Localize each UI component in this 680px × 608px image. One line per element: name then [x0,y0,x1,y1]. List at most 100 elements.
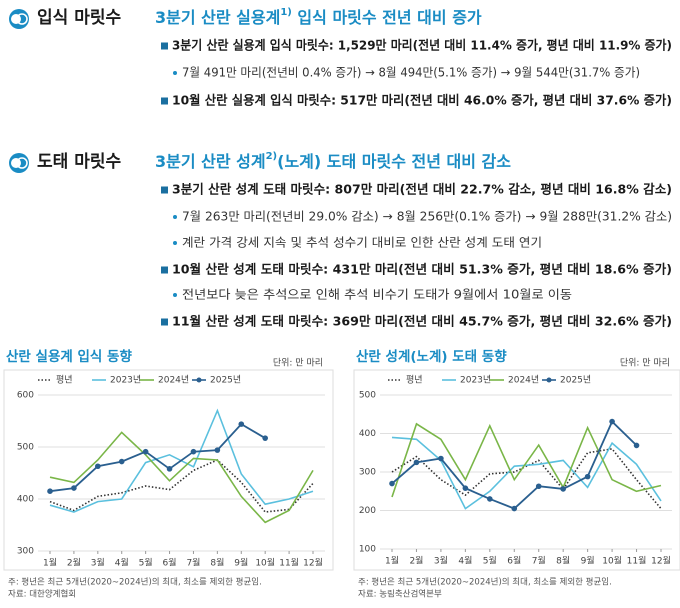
chart-title: 산란 실용계 입식 동향 [6,348,132,365]
legend-label: 2023년 [110,375,141,386]
x-tick-label: 4월 [458,555,472,567]
x-tick-label: 11월 [627,555,647,567]
sub-bullet-text: 계란 가격 강세 지속 및 추석 성수기 대비로 인한 산란 성계 도태 연기 [182,236,542,250]
x-tick-label: 3월 [91,557,105,569]
data-point [118,458,125,465]
y-tick-label: 100 [359,545,376,555]
data-point [413,459,420,466]
bullet-square [161,318,168,326]
x-tick-label: 2월 [67,557,81,569]
section-title: 3분기 산란 실용계1) 입식 마릿수 전년 대비 증가 [155,7,482,27]
x-tick-label: 5월 [139,557,153,569]
y-tick-label: 500 [17,443,34,453]
data-point [142,448,149,455]
series-line [391,422,662,498]
section-label: 입식 마릿수 [37,8,121,28]
data-point [487,496,493,502]
sub-bullet-text: 7월 263만 마리(전년비 29.0% 감소) → 8월 256만(0.1% … [182,210,672,224]
data-point [71,485,77,491]
legend-label: 평년 [56,375,73,386]
section-title: 3분기 산란 성계2)(노계) 도태 마릿수 전년 대비 감소 [155,151,511,171]
unit-label: 단위: 만 마리 [620,358,670,369]
footnote: 자료: 농림축산검역본부 [358,589,442,600]
x-tick-label: 8월 [556,555,570,567]
x-tick-label: 1월 [385,555,399,567]
sub-bullet-text: 7월 491만 마리(전년비 0.4% 증가) → 8월 494만(5.1% 증… [182,66,640,80]
section-icon [9,153,29,173]
x-tick-label: 3월 [434,555,448,567]
bullet-dot [173,71,177,75]
bullet-square [161,266,168,274]
legend-marker [546,377,552,383]
y-tick-label: 200 [359,506,376,516]
series-line [391,436,662,510]
x-tick-label: 7월 [532,555,546,567]
data-point [462,485,469,491]
x-tick-label: 11월 [279,557,299,569]
data-point [166,466,173,472]
bullet-dot [173,241,177,245]
data-point [535,483,542,490]
title-text: (노계) 도태 마릿수 전년 대비 감소 [277,152,511,171]
data-point [214,447,221,453]
legend-marker [196,377,202,383]
chart-title: 산란 성계(노계) 도태 동향 [356,348,507,365]
x-tick-label: 1월 [43,557,57,569]
bullet-text: 3분기 산란 실용계 입식 마릿수: 1,529만 마리(전년 대비 11.4%… [172,38,672,53]
footnote: 주: 평년은 최근 5개년(2020∼2024년)의 최대, 최소를 제외한 평… [358,577,612,588]
series-line [49,422,266,493]
legend-label: 2024년 [158,375,189,386]
x-tick-label: 4월 [115,557,129,569]
y-tick-label: 600 [17,391,34,401]
title-text: 3분기 산란 성계 [155,152,266,171]
x-tick-label: 12월 [651,555,671,567]
y-tick-label: 400 [17,495,34,505]
legend-label: 2023년 [460,375,491,386]
x-tick-label: 7월 [186,557,200,569]
data-point [511,505,518,512]
bullet-dot [173,293,177,297]
bullet-text: 10월 산란 실용계 입식 마릿수: 517만 마리(전년 대비 46.0% 증… [172,93,672,108]
plot-frame [3,369,334,571]
sub-bullet-text: 전년보다 늦은 추석으로 인해 추석 비수기 도태가 9월에서 10월로 이동 [182,288,572,302]
x-tick-label: 5월 [483,555,497,567]
bullet-dot [173,215,177,219]
footnote: 자료: 대한양계협회 [8,589,76,600]
data-point [389,480,395,487]
title-footnote: 1) [280,7,292,18]
data-point [238,421,245,427]
legend-label: 2024년 [508,375,539,386]
legend-label: 평년 [406,375,423,386]
title-footnote: 2) [266,151,278,162]
x-tick-label: 6월 [507,555,521,567]
data-point [47,488,53,495]
bullet-text: 11월 산란 성계 도태 마릿수: 369만 마리(전년 대비 45.7% 증가… [172,314,672,329]
x-tick-label: 10월 [255,557,275,569]
line-chart: 산란 성계(노계) 도태 동향 단위: 만 마리 100 200 300 400 500 1월… [353,348,680,600]
y-tick-label: 300 [17,547,34,557]
bullet-text: 10월 산란 성계 도태 마릿수: 431만 마리(전년 대비 51.3% 증가… [172,262,672,277]
y-tick-label: 400 [359,429,376,439]
x-tick-label: 8월 [210,557,224,569]
x-tick-label: 12월 [303,557,323,569]
plot-frame [353,369,680,571]
x-tick-label: 6월 [163,557,177,569]
section-label: 도태 마릿수 [37,152,121,172]
x-tick-label: 9월 [581,555,595,567]
title-text: 입식 마릿수 전년 대비 증가 [292,8,482,27]
series-line [391,448,662,510]
data-point [609,418,615,425]
bullet-square [161,97,168,105]
data-point [633,442,640,449]
x-tick-label: 10월 [602,555,622,567]
unit-label: 단위: 만 마리 [273,358,323,369]
data-point [584,473,591,480]
legend-label: 2025년 [210,375,241,386]
series-line [49,431,314,524]
data-point [95,463,101,470]
y-tick-label: 300 [359,468,376,478]
bullet-square [161,186,168,194]
